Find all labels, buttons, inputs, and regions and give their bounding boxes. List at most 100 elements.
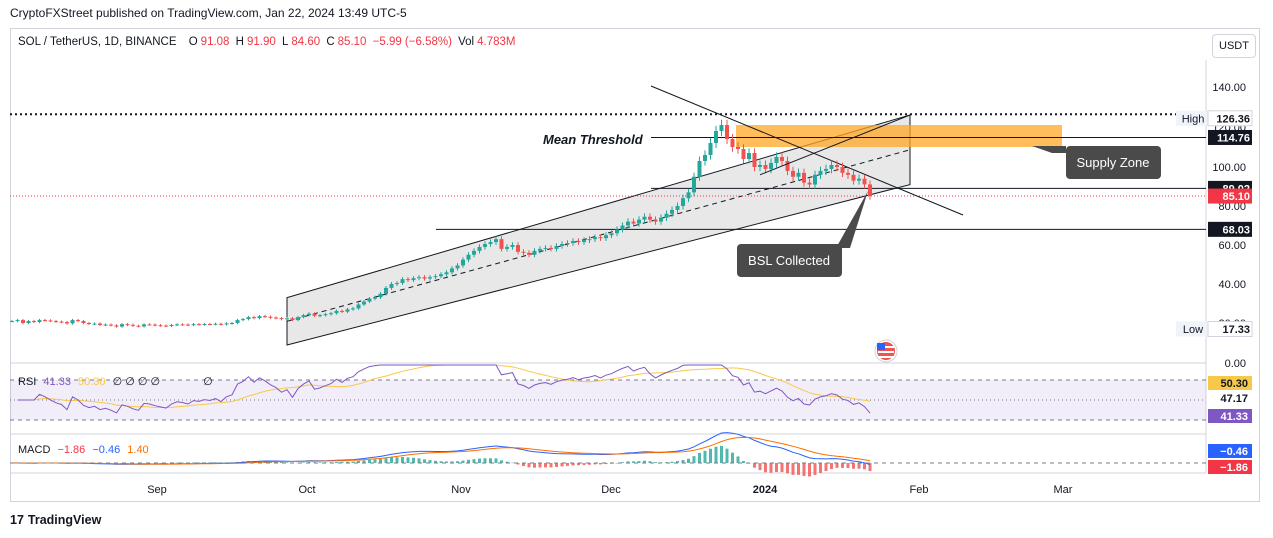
supply-zone-rect[interactable]	[736, 125, 1062, 147]
macd-bar	[214, 462, 217, 463]
candle-body	[538, 248, 542, 251]
macd-axis-value: −0.46	[1220, 446, 1248, 458]
rising-trendline[interactable]	[759, 114, 911, 176]
macd-bar	[467, 459, 470, 463]
macd-bar	[681, 459, 685, 463]
macd-bar	[626, 461, 630, 463]
candle-body	[675, 206, 680, 210]
macd-bar	[593, 463, 597, 465]
candle-body	[147, 324, 152, 326]
candle-body	[197, 324, 201, 326]
price-badge-value: 85.10	[1222, 191, 1250, 203]
rsi-label[interactable]: RSI	[18, 376, 37, 388]
macd-bar	[571, 463, 575, 466]
candle-body	[395, 283, 399, 285]
macd-bar	[560, 463, 564, 467]
macd-bar	[489, 458, 492, 463]
macd-label[interactable]: MACD	[18, 444, 51, 456]
time-axis-label: Dec	[601, 484, 621, 496]
candle-body	[367, 298, 372, 302]
macd-bar	[648, 461, 652, 463]
candle-body	[466, 254, 471, 260]
candle-body	[499, 239, 504, 249]
candle-body	[345, 309, 350, 312]
high-label: H	[235, 36, 244, 48]
rsi-axis-badge	[1208, 376, 1252, 390]
candle-body	[279, 318, 284, 320]
candle-body	[741, 149, 746, 159]
candle-body	[714, 131, 718, 143]
candle-body	[521, 251, 526, 253]
bsl-callout[interactable]	[737, 244, 842, 277]
time-axis-label: Sep	[147, 484, 167, 496]
candle-body	[373, 297, 377, 299]
macd-bar	[808, 463, 811, 477]
macd-bar	[483, 458, 487, 463]
candle-body	[444, 272, 449, 275]
price-channel[interactable]	[286, 114, 911, 346]
price-badge	[1208, 221, 1252, 237]
candle-body	[752, 153, 757, 167]
macd-bar	[494, 458, 498, 463]
candle-body	[565, 243, 570, 245]
macd-bar	[698, 452, 701, 463]
candle-body	[175, 324, 179, 326]
candle-body	[433, 276, 438, 278]
candle-body	[686, 192, 691, 199]
candle-body	[65, 322, 69, 324]
macd-bar	[390, 457, 393, 463]
rsi-signal-value: 50.30	[78, 376, 106, 388]
candle-body	[543, 247, 548, 249]
macd-bar	[582, 463, 586, 465]
macd-bar	[544, 463, 547, 468]
candle-body	[862, 178, 867, 185]
high-value: 91.90	[246, 36, 276, 48]
supply-zone-callout[interactable]	[1066, 146, 1161, 179]
macd-bar	[357, 461, 360, 463]
macd-bar	[852, 463, 855, 469]
macd-bar	[527, 463, 531, 468]
candle-body	[81, 321, 86, 323]
candles-group	[10, 119, 872, 328]
candle-body	[692, 176, 696, 193]
macd-bar	[538, 463, 542, 468]
symbol-name[interactable]: SOL / TetherUS, 1D, BINANCE	[18, 36, 177, 48]
candle-body	[505, 246, 509, 249]
candle-body	[208, 324, 212, 325]
macd-bar	[472, 459, 476, 463]
candle-body	[241, 319, 245, 321]
macd-signal-line	[12, 436, 871, 465]
macd-bar	[192, 462, 195, 464]
price-badge	[1208, 129, 1252, 145]
macd-bar	[362, 460, 366, 463]
candle-body	[840, 167, 845, 173]
macd-bar	[439, 461, 443, 463]
candle-body	[642, 216, 647, 220]
price-badge	[1207, 110, 1253, 127]
candle-body	[829, 165, 834, 169]
price-tick-label: 40.00	[1218, 279, 1246, 291]
tradingview-footer[interactable]: 17 TradingView	[10, 513, 101, 527]
candle-body	[802, 172, 806, 183]
macd-bar	[555, 463, 558, 467]
currency-button[interactable]: USDT	[1212, 34, 1256, 58]
volume-value: 4.783M	[477, 36, 516, 48]
candle-body	[703, 155, 707, 161]
candle-body	[48, 320, 53, 322]
descending-trendline[interactable]	[650, 85, 964, 216]
us-flag-icon[interactable]	[874, 339, 898, 363]
macd-bar	[456, 461, 459, 463]
low-label: L	[281, 36, 289, 48]
macd-bar	[824, 463, 828, 472]
price-tick-label: 60.00	[1218, 240, 1246, 252]
time-axis[interactable]: Sep Oct Nov Dec 2024 Feb Mar	[147, 484, 1073, 496]
macd-bar	[621, 462, 624, 463]
price-tick-label: 0.00	[1225, 358, 1246, 370]
rsi-axis-value: 47.17	[1220, 393, 1248, 405]
bsl-callout-pointer	[836, 191, 868, 248]
macd-bar	[703, 450, 707, 463]
macd-bar	[285, 462, 289, 463]
macd-bar	[197, 462, 201, 463]
